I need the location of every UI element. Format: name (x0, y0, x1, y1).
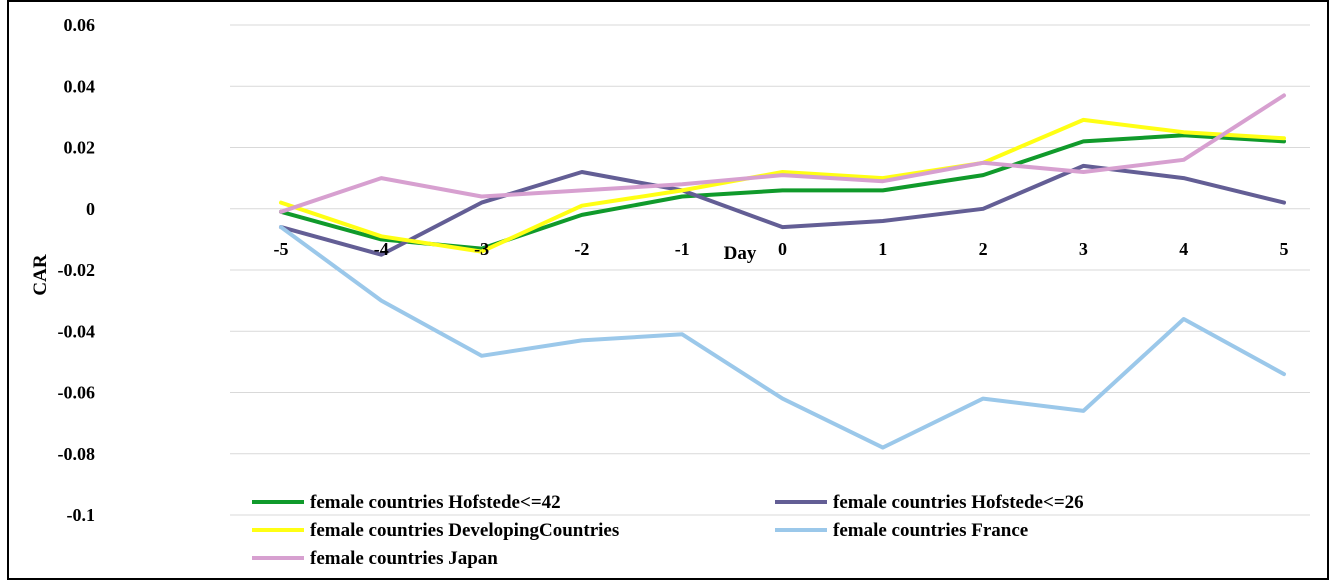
legend-label: female countries Japan (310, 548, 498, 569)
y-tick-label: -0.02 (58, 260, 96, 280)
x-axis-label: Day (724, 243, 757, 264)
x-tick-label: 0 (778, 239, 787, 259)
grid (230, 24, 1310, 516)
x-tick-label: 2 (979, 239, 988, 259)
x-tick-label: 4 (1179, 239, 1188, 259)
x-tick-label: -3 (474, 239, 489, 259)
x-tick-label: 5 (1280, 239, 1289, 259)
x-axis-ticks: -5 -4 -3 -2 -1 0 1 2 3 4 5 (274, 239, 1289, 259)
y-tick-label: -0.08 (58, 444, 96, 464)
y-axis-label: CAR (30, 254, 51, 295)
series-line-3 (279, 225, 1286, 450)
y-tick-label: 0.04 (64, 76, 96, 96)
x-tick-label: 3 (1079, 239, 1088, 259)
x-tick-label: -5 (274, 239, 289, 259)
series-line-4 (279, 93, 1286, 214)
x-tick-label: -1 (675, 239, 690, 259)
legend-label: female countries DevelopingCountries (310, 520, 619, 541)
y-tick-label: 0.06 (64, 15, 96, 35)
series-lines (279, 93, 1286, 450)
y-tick-label: -0.04 (58, 321, 96, 341)
legend-label: female countries Hofstede<=26 (833, 492, 1084, 513)
y-axis-ticks: 0.06 0.04 0.02 0 -0.02 -0.04 -0.06 -0.08 -0.1 (58, 15, 96, 525)
series-line-1 (279, 163, 1286, 257)
x-tick-label: -2 (574, 239, 589, 259)
x-tick-label: 1 (878, 239, 887, 259)
series-line-2 (279, 117, 1286, 254)
y-tick-label: -0.06 (58, 383, 96, 403)
y-tick-label: 0 (86, 199, 95, 219)
y-tick-label: -0.1 (67, 505, 96, 525)
y-tick-label: 0.02 (64, 138, 96, 158)
legend-label: female countries Hofstede<=42 (310, 492, 561, 513)
x-tick-label: -4 (374, 239, 389, 259)
legend: female countries Hofstede<=42 female coun… (252, 492, 1084, 569)
chart-border (7, 0, 1329, 580)
legend-label: female countries France (833, 520, 1028, 541)
